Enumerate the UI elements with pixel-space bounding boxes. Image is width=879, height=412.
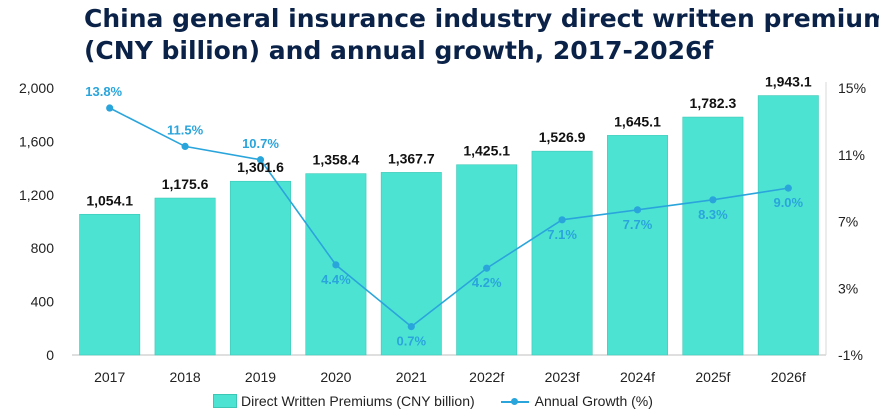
y-right-tick-label: 7% <box>838 214 858 230</box>
x-tick-label: 2025f <box>695 369 730 385</box>
bar <box>230 180 291 356</box>
bar-value-label: 1,645.1 <box>614 113 661 129</box>
growth-point <box>181 142 189 151</box>
y-left-tick-label: 0 <box>46 347 54 363</box>
bar-value-label: 1,358.4 <box>313 152 360 168</box>
growth-value-label: 8.3% <box>698 207 728 222</box>
growth-point <box>709 196 717 204</box>
growth-value-label: 0.7% <box>396 334 426 349</box>
bar-value-label: 1,425.1 <box>463 143 510 159</box>
bar-series <box>79 95 819 356</box>
x-tick-label: 2026f <box>771 369 806 385</box>
growth-line-series <box>106 104 792 331</box>
growth-value-label: 10.7% <box>242 136 279 151</box>
growth-point <box>332 261 340 269</box>
growth-point <box>483 264 491 272</box>
y-left-tick-label: 1,600 <box>19 133 54 149</box>
bar <box>456 164 518 356</box>
legend-item-growth: Annual Growth (%) <box>500 393 653 409</box>
y-right-tick-label: 15% <box>838 80 866 96</box>
y-right-tick-label: -1% <box>838 347 863 363</box>
growth-value-label: 7.1% <box>547 227 577 242</box>
growth-value-label: 4.2% <box>472 275 502 290</box>
y-right-tick-label: 3% <box>838 280 858 296</box>
bar-value-label: 1,175.6 <box>162 176 209 192</box>
bar-value-label: 1,054.1 <box>86 192 133 208</box>
x-tick-label: 2022f <box>469 369 504 385</box>
legend-swatch-line <box>500 395 529 407</box>
x-tick-label: 2024f <box>620 369 655 385</box>
growth-point <box>256 156 265 164</box>
chart-title-line-2: (CNY billion) and annual growth, 2017-20… <box>84 36 714 65</box>
bar-value-label: 1,782.3 <box>690 95 737 111</box>
bar <box>154 197 216 356</box>
growth-value-label: 7.7% <box>623 217 653 232</box>
growth-point <box>106 104 114 112</box>
bar <box>757 95 819 356</box>
legend-item-premiums: Direct Written Premiums (CNY billion) <box>213 393 475 409</box>
x-tick-label: 2019 <box>245 369 276 385</box>
axes: 0 400 800 1,200 1,600 2,000 -1% 3% 7% 11% 15% 2017 2… <box>19 80 866 385</box>
growth-value-label: 11.5% <box>167 122 204 137</box>
growth-point <box>633 206 642 214</box>
legend-label-growth: Annual Growth (%) <box>534 393 653 409</box>
data-labels: 1,054.1 1,175.6 1,301.6 1,358.4 1,367.7 1,425… <box>85 74 812 349</box>
y-left-tick-label: 400 <box>31 294 55 310</box>
bar <box>607 135 668 356</box>
legend-swatch-bar <box>213 394 237 408</box>
bar-value-label: 1,526.9 <box>539 129 586 145</box>
y-left-tick-label: 800 <box>31 240 55 256</box>
bar <box>531 150 593 356</box>
growth-line <box>109 107 789 328</box>
chart-title: China general insurance industry direct … <box>84 3 879 67</box>
combo-chart: 0 400 800 1,200 1,600 2,000 -1% 3% 7% 11% 15% 2017 2… <box>19 74 866 385</box>
growth-value-label: 13.8% <box>85 84 122 99</box>
x-tick-label: 2023f <box>545 369 580 385</box>
growth-value-label: 4.4% <box>321 272 351 287</box>
bar <box>79 213 141 356</box>
x-tick-label: 2020 <box>320 369 351 385</box>
chart-title-line-1: China general insurance industry direct … <box>84 4 879 33</box>
growth-point <box>558 216 566 224</box>
growth-value-label: 9.0% <box>773 195 803 210</box>
bar-value-label: 1,367.7 <box>388 150 435 166</box>
x-tick-label: 2017 <box>94 369 125 385</box>
bar <box>682 116 744 356</box>
y-left-tick-label: 2,000 <box>19 80 54 96</box>
legend: Direct Written Premiums (CNY billion) An… <box>213 393 679 409</box>
legend-label-premiums: Direct Written Premiums (CNY billion) <box>241 393 475 409</box>
growth-point <box>784 184 792 192</box>
y-left-tick-label: 1,200 <box>19 187 54 203</box>
x-tick-label: 2021 <box>396 369 427 385</box>
growth-point <box>407 323 415 331</box>
bar-value-label: 1,943.1 <box>765 74 812 90</box>
bar-value-label: 1,301.6 <box>237 159 284 175</box>
x-tick-label: 2018 <box>170 369 201 385</box>
y-right-tick-label: 11% <box>838 147 865 163</box>
